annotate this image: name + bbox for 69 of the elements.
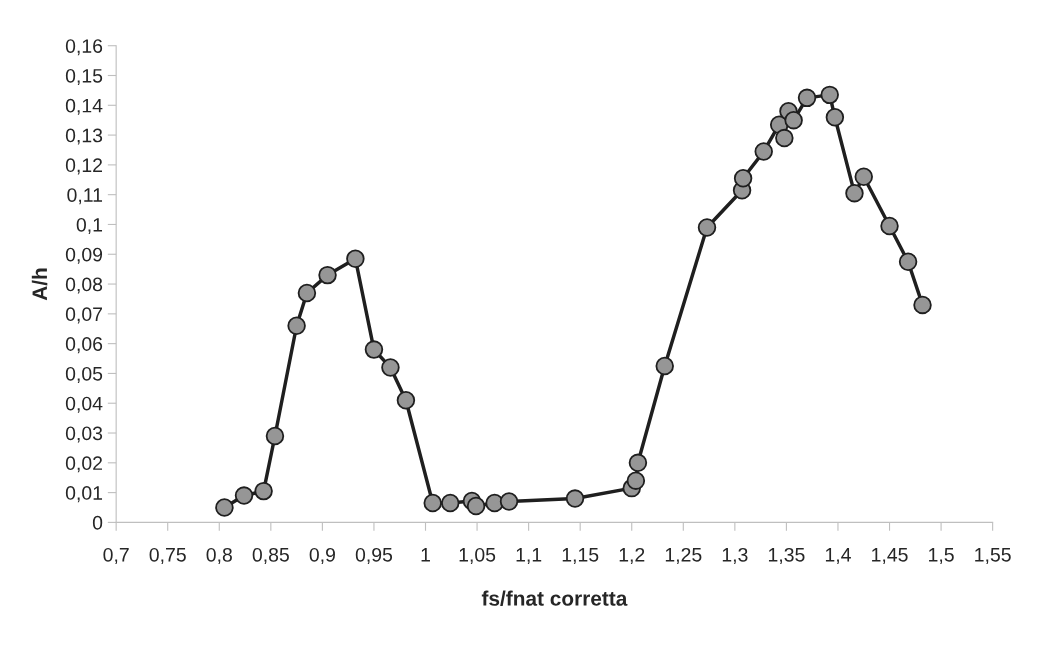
y-tick-label: 0,01 xyxy=(65,486,103,503)
point xyxy=(697,218,717,237)
point xyxy=(754,142,773,161)
x-tick-label: 1,3 xyxy=(722,547,748,564)
point xyxy=(797,88,817,108)
y-tick-label: 0,05 xyxy=(65,366,103,383)
y-tick-label: 0,08 xyxy=(65,277,103,294)
y-tick-label: 0,16 xyxy=(65,39,103,56)
point xyxy=(845,183,864,203)
point xyxy=(655,356,674,376)
y-tick-label: 0,06 xyxy=(65,337,103,354)
x-tick-label: 0,95 xyxy=(355,547,393,564)
point xyxy=(820,85,839,105)
point xyxy=(499,492,519,511)
y-axis-title: A/h xyxy=(31,268,48,301)
x-tick-label: 1,1 xyxy=(516,548,542,564)
y-tick-label: 0,13 xyxy=(65,128,103,145)
x-tick-label: 1,35 xyxy=(768,547,805,564)
y-tick-label: 0,15 xyxy=(65,68,103,86)
x-tick-label: 1,05 xyxy=(459,547,496,564)
x-tick-label: 0,7 xyxy=(103,547,129,564)
point xyxy=(254,481,273,501)
point xyxy=(854,167,873,187)
point xyxy=(364,340,384,359)
point xyxy=(234,486,254,505)
x-tick-label: 0,8 xyxy=(206,547,232,564)
y-tick-label: 0,09 xyxy=(65,247,103,264)
point xyxy=(913,295,932,315)
point xyxy=(626,471,646,490)
point xyxy=(423,493,442,513)
point xyxy=(628,453,648,473)
point xyxy=(880,216,899,236)
point xyxy=(733,169,753,188)
y-tick-label: 0,04 xyxy=(65,396,103,413)
point xyxy=(898,252,918,271)
point xyxy=(381,358,400,377)
x-tick-label: 1,45 xyxy=(872,548,908,564)
x-tick-label: 0,9 xyxy=(309,547,335,564)
y-tick-label: 0,07 xyxy=(65,307,102,324)
point xyxy=(565,489,585,508)
point xyxy=(775,128,794,148)
x-tick-label: 1,25 xyxy=(665,547,702,564)
point xyxy=(396,391,416,410)
point xyxy=(265,426,285,446)
y-tick-label: 0,11 xyxy=(67,188,103,205)
y-tick-label: 0,03 xyxy=(65,426,103,443)
x-tick-label: 1,4 xyxy=(825,548,851,564)
y-tick-label: 0,14 xyxy=(65,98,103,115)
x-tick-label: 0,85 xyxy=(252,547,289,564)
x-tick-label: 0,75 xyxy=(149,547,186,564)
x-tick-label: 1,55 xyxy=(975,548,1011,564)
x-axis-title: fs/fnat corretta xyxy=(481,590,628,607)
point xyxy=(287,316,306,336)
y-tick-label: 0,1 xyxy=(76,217,103,234)
y-tick-label: 0,02 xyxy=(65,456,102,473)
point xyxy=(318,265,337,285)
y-tick-label: 0 xyxy=(92,515,103,530)
x-tick-label: 1 xyxy=(421,548,430,562)
y-tick-label: 0,12 xyxy=(65,158,102,175)
point xyxy=(346,249,365,268)
point xyxy=(825,107,845,127)
x-tick-label: 1,2 xyxy=(619,547,645,564)
point xyxy=(466,496,486,516)
x-tick-label: 1,5 xyxy=(929,548,954,564)
point xyxy=(215,498,234,517)
point xyxy=(784,110,803,130)
point xyxy=(441,493,460,513)
point xyxy=(297,283,317,303)
x-tick-label: 1,15 xyxy=(562,548,599,564)
